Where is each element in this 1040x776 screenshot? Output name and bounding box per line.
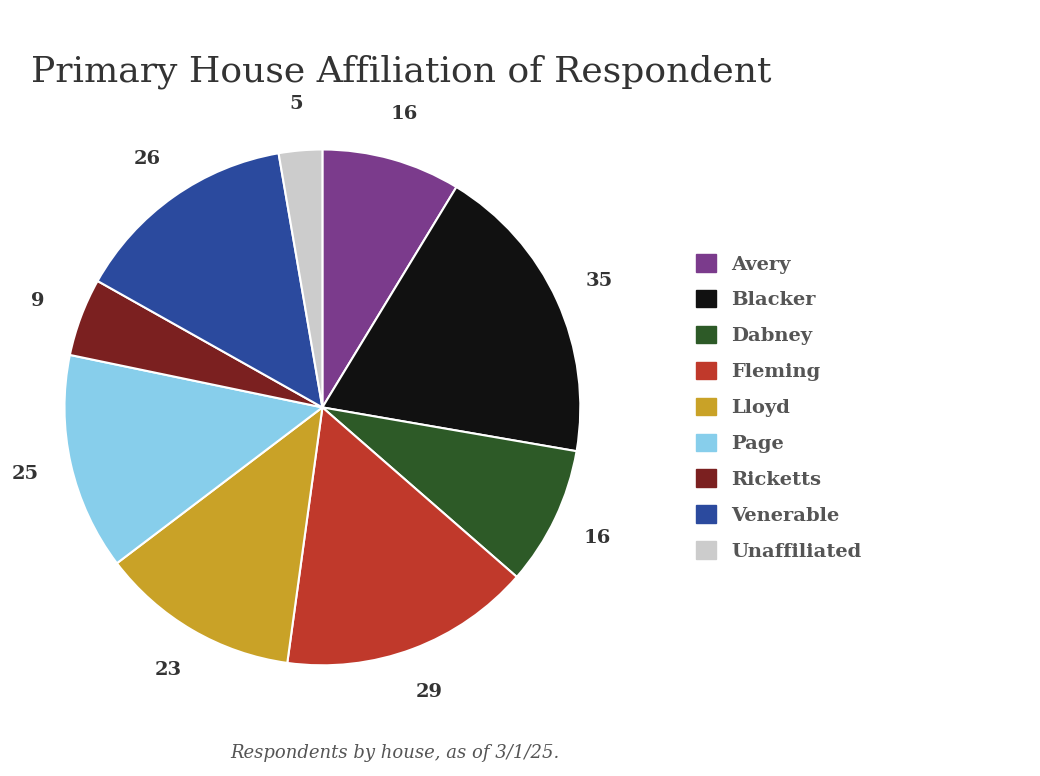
Text: 29: 29 — [416, 684, 443, 702]
Text: 16: 16 — [583, 529, 610, 547]
Text: 26: 26 — [133, 150, 160, 168]
Text: Primary House Affiliation of Respondent: Primary House Affiliation of Respondent — [31, 54, 772, 88]
Text: 25: 25 — [11, 466, 40, 483]
Wedge shape — [64, 355, 322, 563]
Text: 35: 35 — [586, 272, 613, 290]
Wedge shape — [279, 150, 322, 407]
Text: Respondents by house, as of 3/1/25.: Respondents by house, as of 3/1/25. — [231, 743, 560, 762]
Wedge shape — [116, 407, 322, 663]
Wedge shape — [70, 281, 322, 407]
Text: 23: 23 — [155, 661, 182, 679]
Text: 5: 5 — [289, 95, 304, 113]
Text: 16: 16 — [391, 106, 418, 123]
Wedge shape — [322, 187, 580, 451]
Wedge shape — [322, 407, 576, 577]
Legend: Avery, Blacker, Dabney, Fleming, Lloyd, Page, Ricketts, Venerable, Unaffiliated: Avery, Blacker, Dabney, Fleming, Lloyd, … — [696, 255, 861, 560]
Wedge shape — [287, 407, 517, 665]
Wedge shape — [322, 150, 457, 407]
Wedge shape — [98, 153, 322, 407]
Text: 9: 9 — [30, 292, 44, 310]
